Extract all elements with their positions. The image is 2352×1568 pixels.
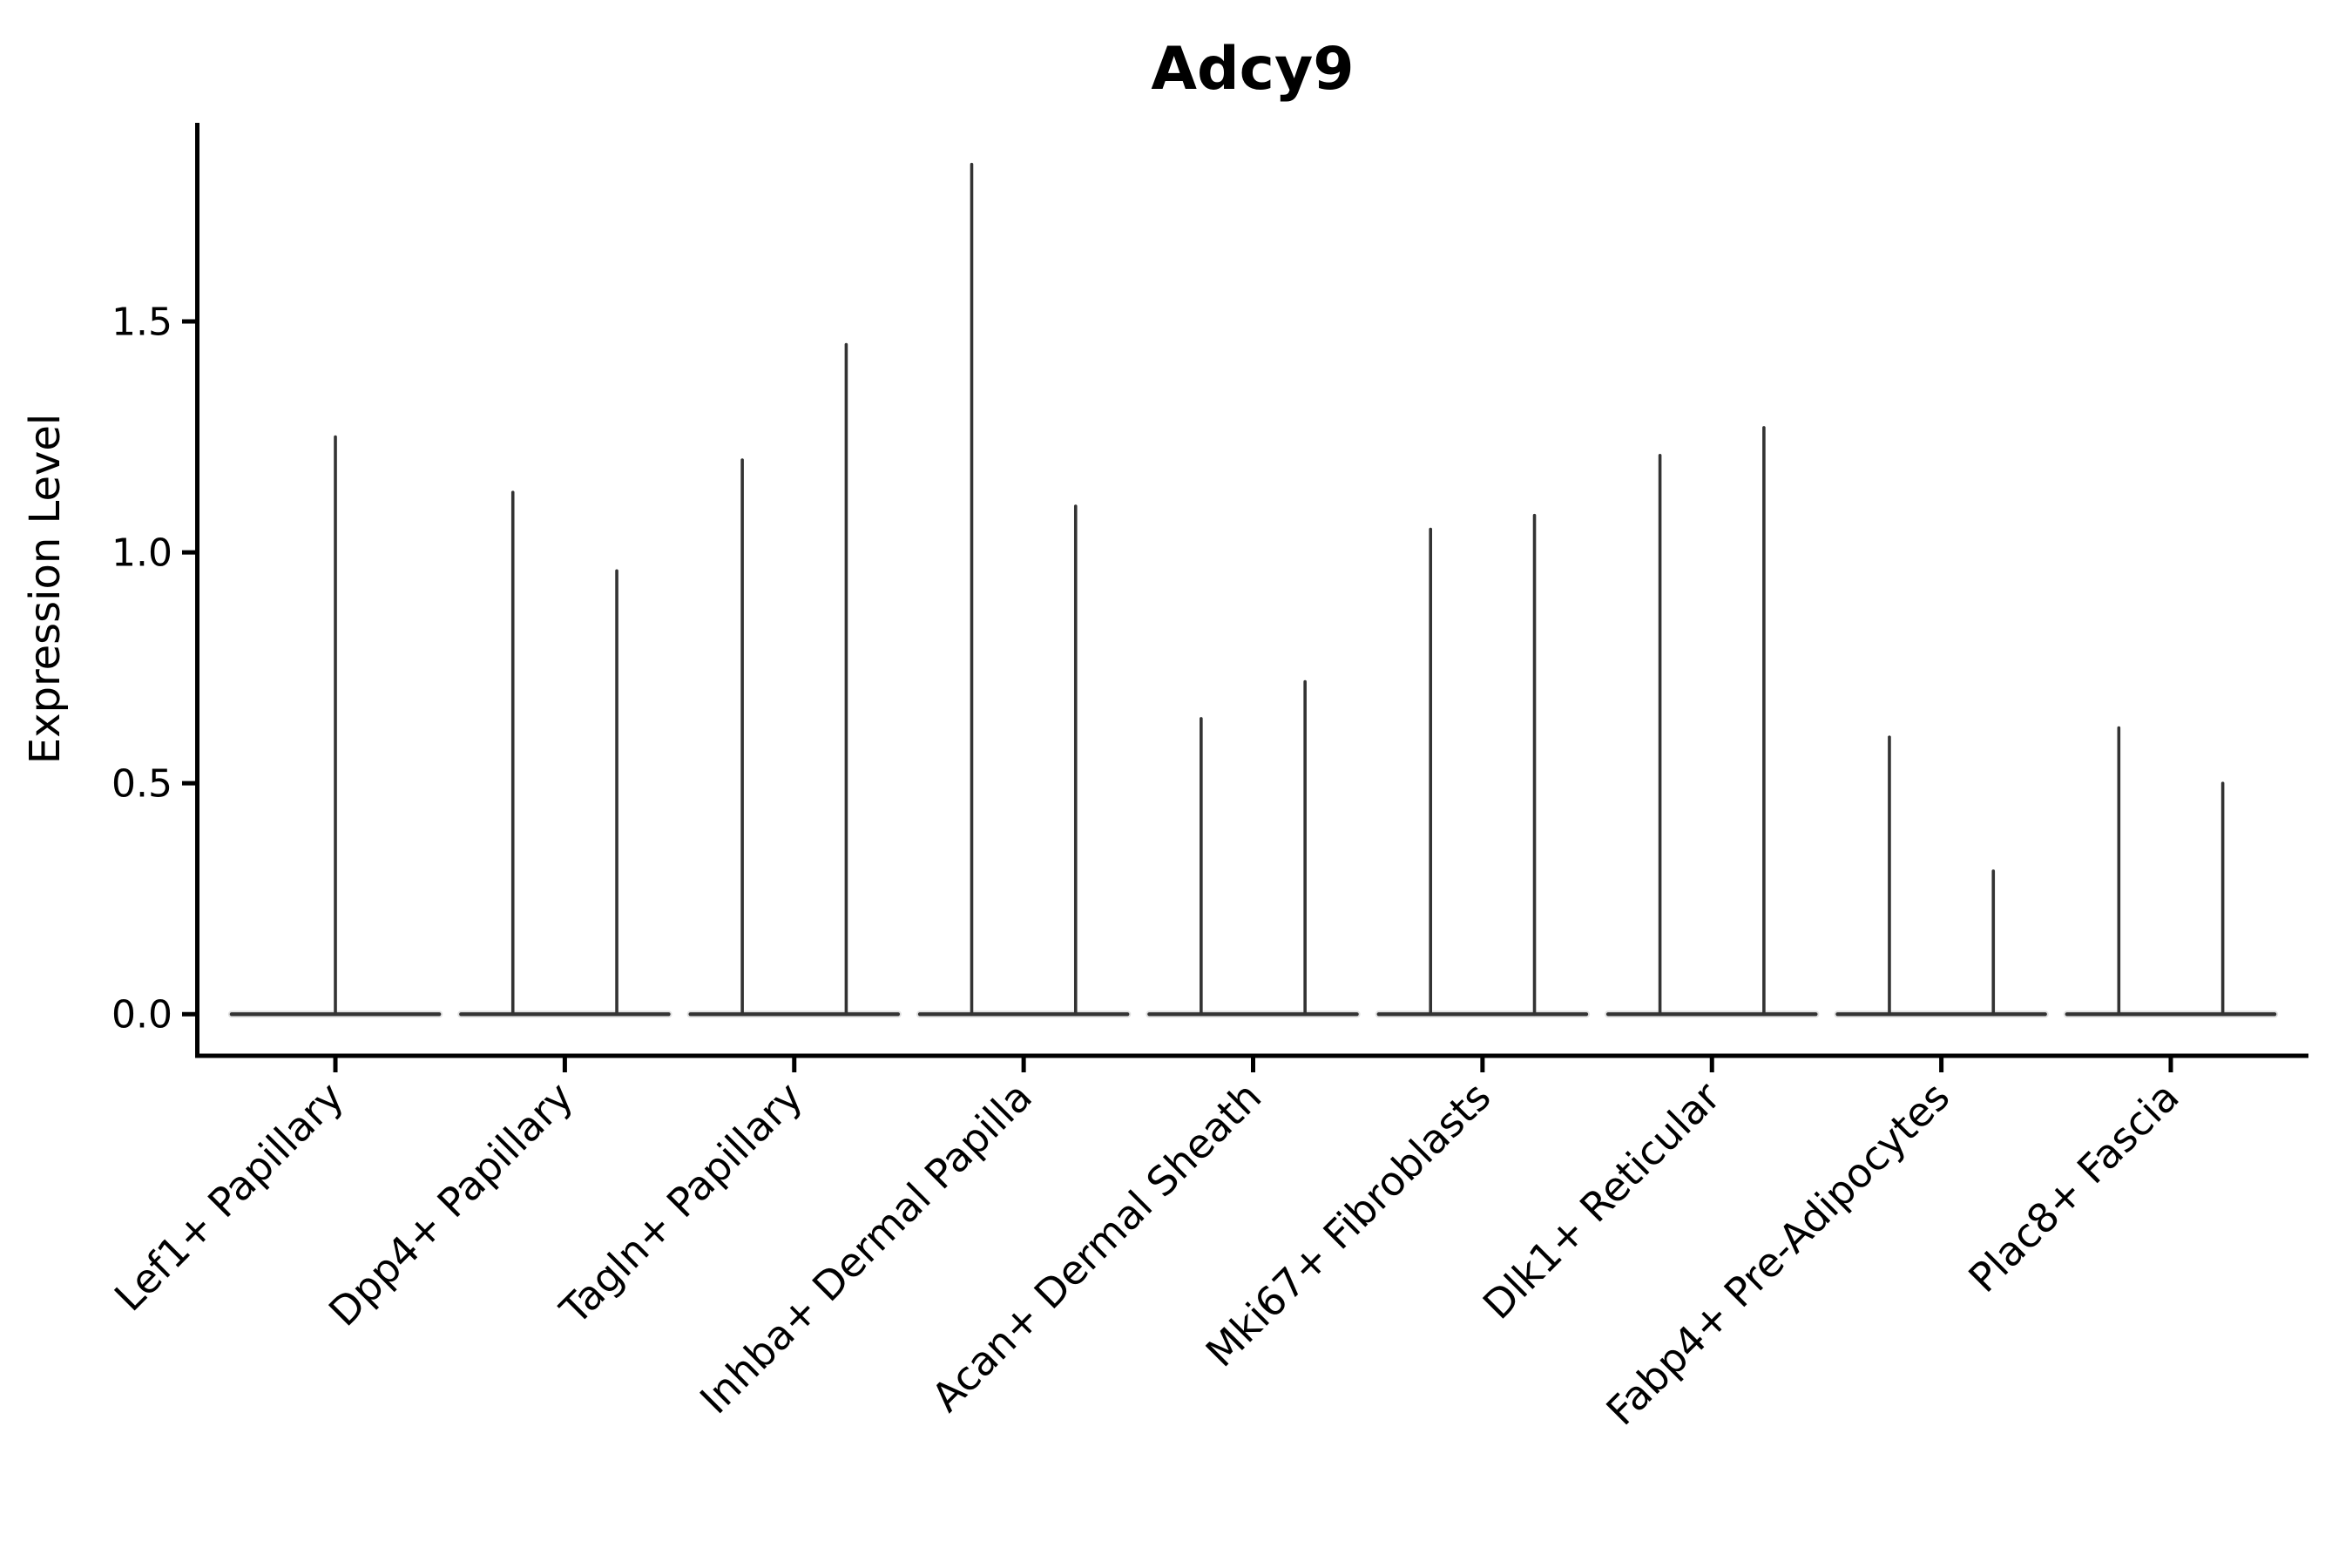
violin-group xyxy=(686,342,902,1018)
violin-group xyxy=(1375,513,1591,1018)
y-tick-label: 1.5 xyxy=(112,300,172,344)
x-tick-label: Dlk1+ Reticular xyxy=(1474,1073,1729,1328)
x-tick-label: Plac8+ Fascia xyxy=(1959,1073,2187,1301)
x-tick-label: Lef1+ Papillary xyxy=(105,1073,353,1321)
violins-layer xyxy=(227,162,2279,1018)
y-tick-label: 0.0 xyxy=(112,993,172,1037)
y-ticks-layer: 0.0 0.5 1.0 1.5 xyxy=(112,300,197,1037)
x-tick-label: Tagln+ Papillary xyxy=(551,1073,812,1335)
x-tick-label: Dpp4+ Papillary xyxy=(320,1073,582,1335)
violin-group xyxy=(227,435,443,1018)
violin-group xyxy=(457,490,672,1018)
violin-group xyxy=(1605,426,1820,1018)
y-tick-label: 0.5 xyxy=(112,762,172,807)
chart-title: Adcy9 xyxy=(1151,35,1354,104)
violin-group xyxy=(2063,726,2279,1018)
violin-group xyxy=(1834,735,2049,1018)
y-tick-label: 1.0 xyxy=(112,531,172,575)
violin-group xyxy=(1146,679,1361,1018)
violin-group xyxy=(916,162,1132,1018)
y-axis-label: Expression Level xyxy=(21,414,70,765)
